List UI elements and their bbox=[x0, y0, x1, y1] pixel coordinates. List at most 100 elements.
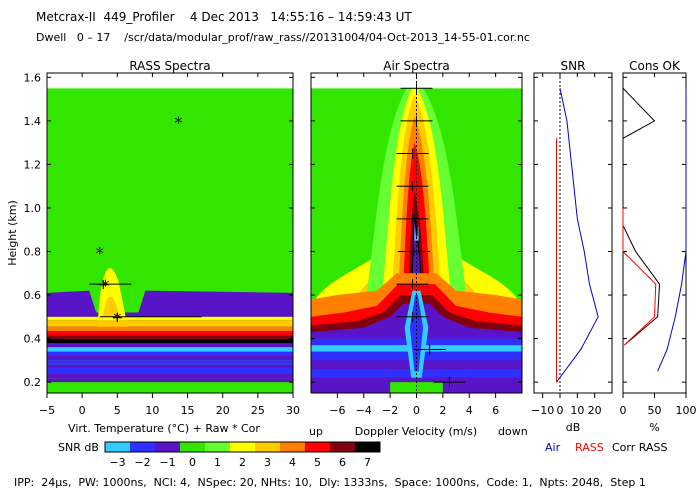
x-tick-label: 20 bbox=[216, 404, 230, 417]
colorbar-tick-label: 2 bbox=[239, 456, 246, 469]
colorbar-tick-label: 4 bbox=[289, 456, 296, 469]
colorbar-swatch-red bbox=[305, 442, 330, 452]
x-tick-label: −4 bbox=[356, 404, 372, 417]
band-blue bbox=[47, 351, 293, 356]
colorbar-tick-label: 0 bbox=[189, 456, 196, 469]
x-tick-label: 4 bbox=[466, 404, 473, 417]
legend-corr-rass: Corr RASS bbox=[612, 441, 667, 454]
band-purple bbox=[47, 343, 293, 348]
y-tick-label: 0.8 bbox=[24, 246, 42, 259]
x-tick-label: 50 bbox=[648, 404, 662, 417]
snr-colorbar: SNR dB −3 −2 −1 0 1 2 3 4 5 6 7 bbox=[58, 441, 381, 469]
band-yellow bbox=[47, 316, 293, 321]
panel-title: Cons OK bbox=[629, 59, 681, 73]
x-tick-label: 0 bbox=[557, 404, 564, 417]
band-blue bbox=[47, 367, 293, 374]
band-purple bbox=[47, 378, 293, 383]
cor-marker: * bbox=[174, 113, 182, 132]
acquisition-parameters: IPP: 24μs, PW: 1000ns, NCI: 4, NSpec: 20… bbox=[14, 476, 646, 489]
band-purple bbox=[47, 373, 293, 379]
rass-spectra-panel: RASS Spectra −5 0 5 10 15 20 25 30 0.2 0.4 0.6 0.8 1.… bbox=[6, 59, 300, 435]
x-tick-label: 0 bbox=[413, 404, 420, 417]
colorbar-swatch-orange bbox=[280, 442, 305, 452]
up-label: up bbox=[309, 425, 323, 438]
colorbar-tick-label: 1 bbox=[214, 456, 221, 469]
raw-marker: + bbox=[97, 277, 109, 293]
snr-panel: SNR −10 0 10 20 dB Air RASS bbox=[531, 59, 613, 454]
band-blue bbox=[47, 360, 293, 365]
band-gold bbox=[47, 320, 293, 327]
colorbar-swatch-gold bbox=[255, 442, 280, 452]
green-ground-patch bbox=[390, 382, 443, 393]
cons-ok-panel: Cons OK 0 50 100% Corr RASS bbox=[612, 59, 697, 454]
panel-title: SNR bbox=[561, 59, 586, 73]
colorbar-tick-label: −1 bbox=[159, 456, 175, 469]
air-x-axis-label: Doppler Velocity (m/s) bbox=[355, 425, 477, 438]
y-tick-label: 1.4 bbox=[24, 115, 42, 128]
band-orange bbox=[47, 326, 293, 331]
x-tick-label: −6 bbox=[329, 404, 345, 417]
colorbar-swatch-yellow bbox=[230, 442, 255, 452]
x-tick-label: 5 bbox=[114, 404, 121, 417]
colorbar-swatch-green bbox=[180, 442, 205, 452]
colorbar-label: SNR dB bbox=[58, 441, 99, 454]
header-title: Metcrax-II 449_Profiler 4 Dec 2013 14:55… bbox=[36, 10, 412, 24]
panel-frame bbox=[46, 72, 294, 394]
header-file-path: Dwell 0 – 17 /scr/data/modular_prof/raw_… bbox=[36, 31, 530, 44]
cons-x-axis-label: % bbox=[649, 421, 659, 434]
ground-band-purple bbox=[311, 377, 522, 383]
plume-cyan bbox=[414, 223, 419, 241]
y-tick-label: 1.0 bbox=[24, 202, 42, 215]
x-tick-label: 6 bbox=[492, 404, 499, 417]
colorbar-swatch-lightgreen bbox=[205, 442, 230, 452]
band-darkred bbox=[47, 335, 293, 340]
x-tick-label: 10 bbox=[570, 404, 584, 417]
cor-marker: * bbox=[96, 244, 104, 263]
colorbar-swatch-black bbox=[355, 442, 380, 452]
cons-line-air bbox=[657, 88, 687, 372]
cons-line-corr bbox=[622, 87, 661, 346]
colorbar-frame bbox=[104, 441, 381, 453]
cor-marker: * bbox=[101, 276, 109, 295]
x-tick-label: −5 bbox=[39, 404, 55, 417]
x-tick-label: 30 bbox=[286, 404, 300, 417]
colorbar-swatch-purple bbox=[155, 442, 180, 452]
y-axis-label: Height (km) bbox=[6, 200, 19, 266]
colorbar-swatch-darkred bbox=[330, 442, 355, 452]
band-purple bbox=[47, 364, 293, 368]
colorbar-swatch-blue bbox=[130, 442, 155, 452]
y-tick-label: 0.2 bbox=[24, 376, 42, 389]
panel-frame bbox=[533, 72, 613, 394]
band-red bbox=[47, 330, 293, 336]
x-tick-label: 0 bbox=[620, 404, 627, 417]
colorbar-tick-label: 7 bbox=[364, 456, 371, 469]
colorbar-tick-label: 5 bbox=[314, 456, 321, 469]
cor-marker: * bbox=[113, 309, 121, 328]
x-tick-label: 25 bbox=[251, 404, 265, 417]
y-tick-label: 0.6 bbox=[24, 289, 42, 302]
x-tick-label: −10 bbox=[531, 404, 554, 417]
x-tick-label: −2 bbox=[382, 404, 398, 417]
panel-title: Air Spectra bbox=[383, 59, 450, 73]
band-black bbox=[47, 339, 293, 344]
colorbar-tick-label: −3 bbox=[109, 456, 125, 469]
x-tick-label: 10 bbox=[145, 404, 159, 417]
snr-line-air bbox=[556, 88, 599, 383]
x-tick-label: 20 bbox=[588, 404, 602, 417]
cons-line-rass bbox=[622, 207, 657, 346]
raw-marker: + bbox=[111, 310, 123, 326]
colorbar-tick-label: 3 bbox=[264, 456, 271, 469]
x-tick-label: 2 bbox=[439, 404, 446, 417]
colorbar-tick-label: 6 bbox=[339, 456, 346, 469]
y-tick-label: 0.4 bbox=[24, 333, 42, 346]
colorbar-swatch-cyan bbox=[105, 442, 130, 452]
down-label: down bbox=[498, 425, 528, 438]
x-tick-label: 0 bbox=[79, 404, 86, 417]
colorbar-tick-label: −2 bbox=[134, 456, 150, 469]
legend-air: Air bbox=[545, 441, 561, 454]
x-tick-label: 100 bbox=[676, 404, 697, 417]
snr-x-axis-label: dB bbox=[566, 421, 581, 434]
legend-rass: RASS bbox=[575, 441, 604, 454]
band-purple bbox=[47, 355, 293, 361]
